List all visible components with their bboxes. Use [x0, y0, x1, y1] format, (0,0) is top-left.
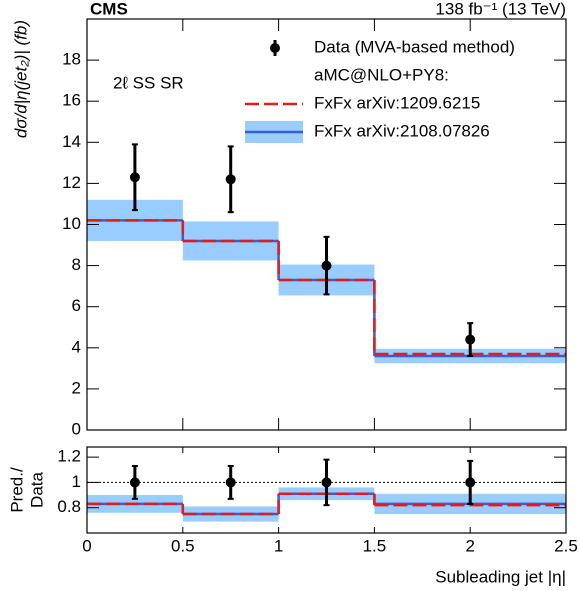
legend-marker — [270, 43, 280, 53]
data-point — [225, 174, 236, 185]
x-tick-label: 0.5 — [171, 536, 195, 555]
legend-label: FxFx arXiv:2108.07826 — [314, 121, 490, 140]
chart-subtitle: 138 fb⁻¹ (13 TeV) — [435, 0, 566, 18]
data-point — [321, 260, 332, 271]
y-tick-label: 10 — [62, 214, 81, 233]
x-axis-label: Subleading jet |η| — [435, 567, 566, 586]
y-tick-label: 18 — [62, 50, 81, 69]
y-tick-label: 1 — [72, 472, 81, 491]
y-tick-label: 4 — [72, 337, 81, 356]
y-tick-label: 0 — [72, 419, 81, 438]
y-tick-label: 12 — [62, 173, 81, 192]
data-point — [465, 477, 476, 488]
y-tick-label: 0.8 — [57, 497, 81, 516]
legend-label: FxFx arXiv:1209.6215 — [314, 93, 480, 112]
y-tick-label: 14 — [62, 132, 81, 151]
data-point — [225, 477, 236, 488]
y-tick-label: 1.2 — [57, 447, 81, 466]
legend-label: Data (MVA-based method) — [314, 37, 515, 56]
chart-title: CMS — [90, 0, 128, 18]
data-point — [129, 477, 140, 488]
y-tick-label: 6 — [72, 296, 81, 315]
x-tick-label: 2 — [465, 536, 474, 555]
y-tick-label: 16 — [62, 91, 81, 110]
ratio-y-label: Data — [27, 472, 46, 508]
data-point — [321, 477, 332, 488]
data-point — [129, 172, 140, 183]
y-tick-label: 2 — [72, 378, 81, 397]
legend-header: aMC@NLO+PY8: — [314, 65, 449, 84]
y-tick-label: 8 — [72, 255, 81, 274]
x-tick-label: 1.5 — [363, 536, 387, 555]
data-point — [465, 334, 476, 345]
x-tick-label: 2.5 — [554, 536, 578, 555]
y-axis-label: dσ/d|η(jet₂)| (fb) — [11, 20, 30, 138]
annotation: 2ℓ SS SR — [113, 73, 184, 92]
plot-frame — [86, 446, 567, 534]
x-tick-label: 0 — [82, 536, 91, 555]
x-tick-label: 1 — [274, 536, 283, 555]
ratio-y-label: Pred./ — [7, 467, 26, 513]
